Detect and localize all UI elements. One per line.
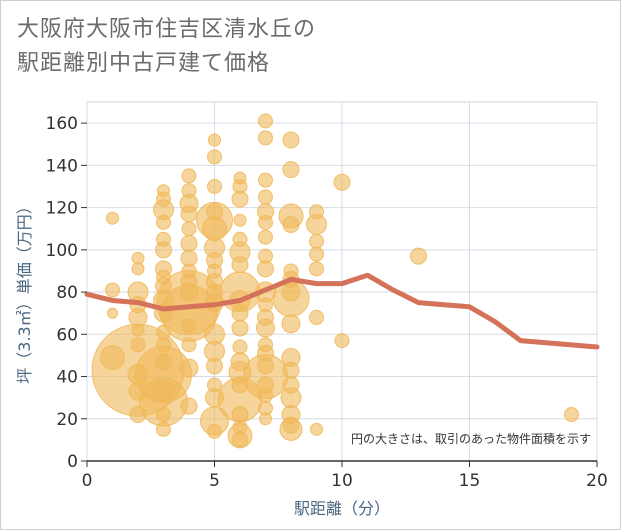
data-bubble xyxy=(181,221,197,237)
data-bubble xyxy=(258,229,273,245)
y-tick-label: 120 xyxy=(46,199,78,219)
data-bubble xyxy=(334,333,350,349)
data-bubble xyxy=(156,214,171,230)
y-tick-label: 60 xyxy=(56,325,78,345)
x-tick-label: 0 xyxy=(82,471,93,491)
data-bubble xyxy=(259,412,272,426)
data-bubble xyxy=(179,358,199,378)
data-bubble xyxy=(206,357,223,375)
data-bubble xyxy=(207,423,222,439)
data-bubble xyxy=(231,256,249,274)
y-tick-label: 20 xyxy=(56,410,78,430)
data-bubble xyxy=(233,213,247,227)
chart-title: 大阪府大阪市住吉区清水丘の 駅距離別中古戸建て価格 xyxy=(17,13,316,81)
data-bubble xyxy=(280,387,302,409)
data-bubble xyxy=(281,314,301,334)
data-bubble xyxy=(130,337,146,353)
data-bubble xyxy=(279,417,303,441)
data-bubble xyxy=(309,309,324,325)
data-bubble xyxy=(231,431,249,449)
data-bubble xyxy=(156,407,171,423)
data-bubble xyxy=(180,397,198,415)
axes: 0 20 40 60 80 100 120 140 160 0 5 10 15 20 xyxy=(46,114,608,491)
x-tick-label: 5 xyxy=(209,471,220,491)
data-bubble xyxy=(310,422,323,436)
title-line-2: 駅距離別中古戸建て価格 xyxy=(17,51,271,76)
data-bubble xyxy=(258,388,273,404)
data-bubble xyxy=(202,216,227,242)
data-bubble xyxy=(258,189,273,205)
data-bubble xyxy=(258,214,273,230)
data-bubble xyxy=(333,173,351,191)
x-tick-label: 20 xyxy=(586,471,608,491)
data-bubble xyxy=(207,178,222,194)
data-bubble xyxy=(231,319,249,337)
average-price-line xyxy=(84,272,600,350)
data-bubble xyxy=(282,361,300,379)
data-bubble xyxy=(258,130,273,146)
data-bubble xyxy=(181,168,197,184)
data-bubble xyxy=(282,215,300,233)
size-annotation: 円の大きさは、取引のあった物件面積を示す xyxy=(351,431,591,446)
x-tick-label: 15 xyxy=(459,471,481,491)
data-bubble xyxy=(309,233,324,249)
data-bubble xyxy=(256,318,275,338)
x-tick-label: 10 xyxy=(331,471,353,491)
data-bubble xyxy=(181,318,197,334)
data-bubble xyxy=(208,133,221,147)
data-bubble xyxy=(131,262,145,276)
y-axis-label: 坪（3.3㎡）単価（万円） xyxy=(15,198,34,383)
data-bubble xyxy=(232,339,248,355)
data-bubble xyxy=(105,282,120,298)
data-bubble xyxy=(156,421,171,437)
data-bubble xyxy=(181,337,197,353)
data-bubble xyxy=(231,190,249,208)
data-bubble xyxy=(410,247,427,265)
title-line-1: 大阪府大阪市住吉区清水丘の xyxy=(17,17,317,42)
data-bubble xyxy=(306,213,327,235)
data-bubble xyxy=(207,149,222,165)
data-bubble xyxy=(282,161,300,179)
y-tick-label: 160 xyxy=(46,114,78,134)
bubble-series xyxy=(91,113,579,449)
data-bubble xyxy=(258,172,273,188)
y-tick-label: 140 xyxy=(46,156,78,176)
data-bubble xyxy=(180,234,198,252)
data-bubble xyxy=(258,113,273,129)
data-bubble xyxy=(257,260,274,278)
data-bubble xyxy=(282,131,300,149)
x-axis-label: 駅距離（分） xyxy=(294,499,390,518)
data-bubble xyxy=(107,307,118,319)
y-tick-label: 80 xyxy=(56,283,78,303)
data-bubble xyxy=(155,241,172,259)
data-bubble xyxy=(106,211,119,225)
y-tick-label: 0 xyxy=(67,452,78,472)
y-tick-label: 40 xyxy=(56,368,78,388)
data-bubble xyxy=(180,205,198,223)
data-bubble xyxy=(309,246,324,262)
data-bubble xyxy=(564,407,579,423)
data-bubble xyxy=(231,304,249,322)
data-bubble xyxy=(309,261,324,277)
y-tick-label: 100 xyxy=(46,241,78,261)
